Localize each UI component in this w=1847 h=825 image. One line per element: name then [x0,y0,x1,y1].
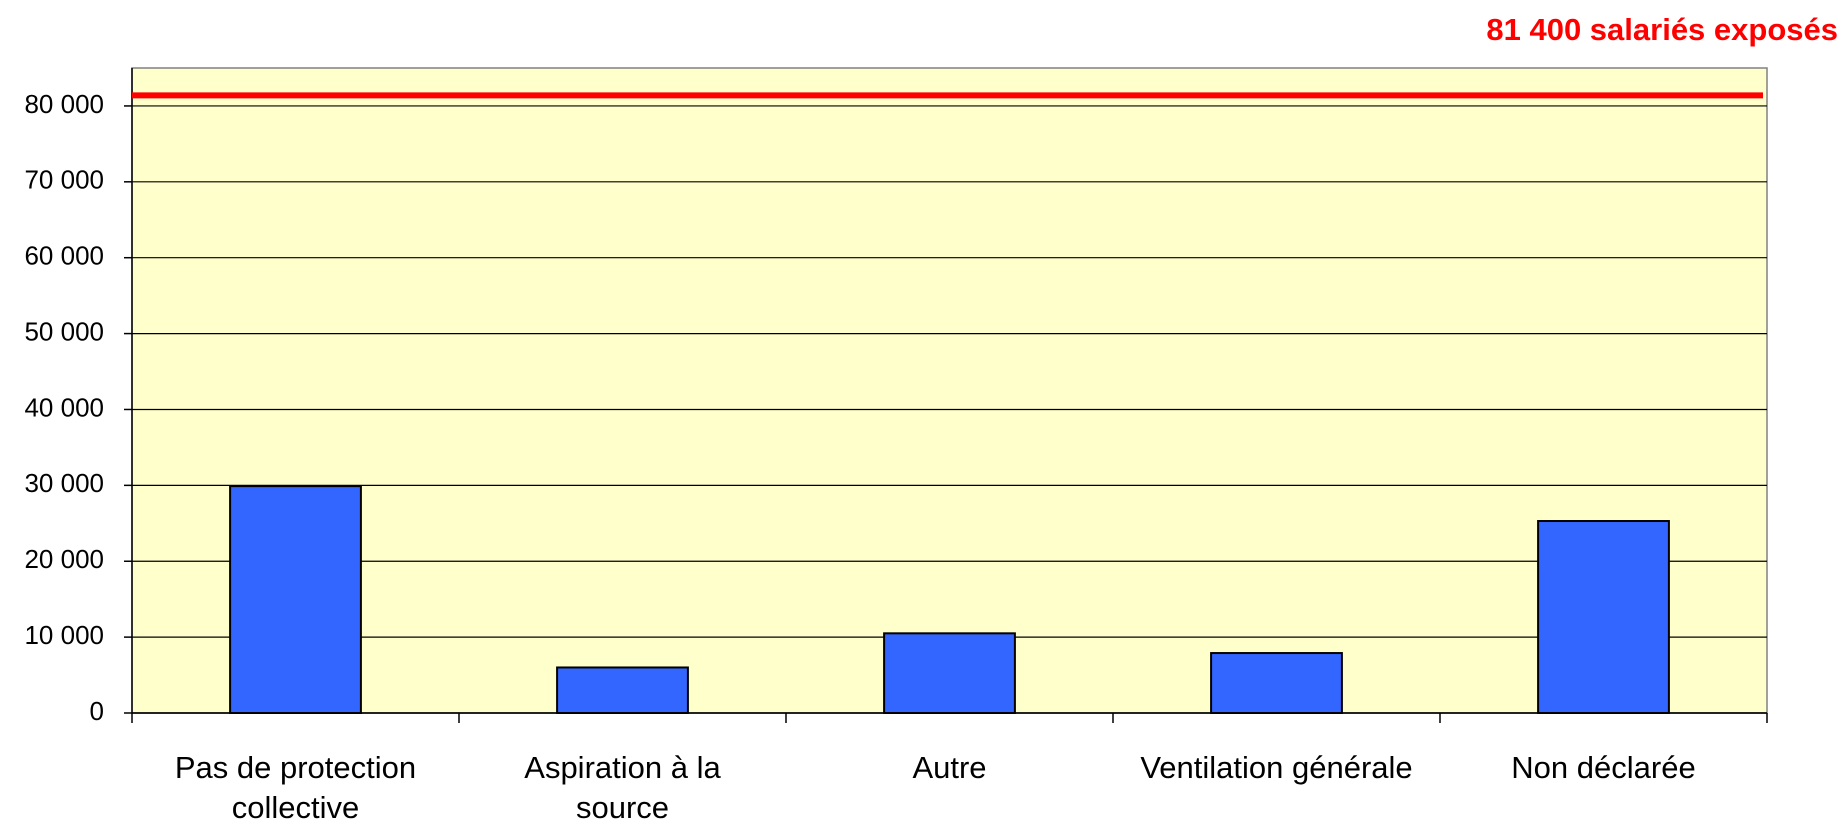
y-tick-label: 60 000 [24,241,104,271]
x-tick-label: Autre [912,750,987,785]
x-tick-label: Ventilation générale [1140,750,1413,785]
y-tick-label: 80 000 [24,89,104,119]
y-tick-label: 0 [90,696,104,726]
x-tick-label: Aspiration à la source [524,750,721,825]
bar [883,632,1016,715]
y-tick-label: 10 000 [24,620,104,650]
bar [556,666,689,714]
y-tick-label: 30 000 [24,468,104,498]
reference-label: 81 400 salariés exposés [1486,12,1838,47]
y-tick-label: 50 000 [24,316,104,346]
bar [1537,520,1670,714]
y-tick-label: 70 000 [24,165,104,195]
x-tick-label: Non déclarée [1511,750,1696,785]
plot-area [131,67,1768,714]
y-tick-label: 40 000 [24,392,104,422]
bar [229,485,362,714]
y-tick-label: 20 000 [24,544,104,574]
x-tick-label: Pas de protection collective [174,750,417,825]
bar [1210,652,1343,714]
